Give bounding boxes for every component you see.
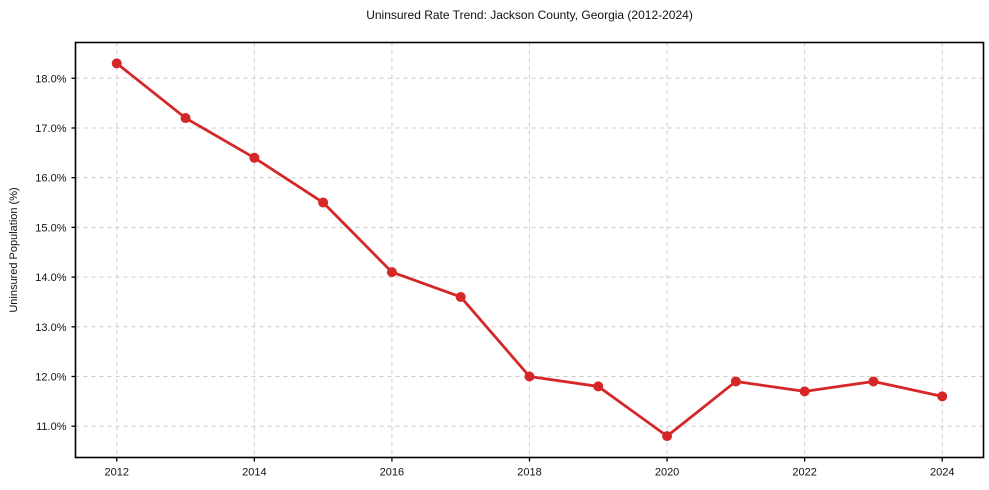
data-point [937, 391, 948, 402]
data-point [318, 197, 329, 208]
y-tick-label: 15.0% [35, 222, 66, 234]
x-tick-label: 2014 [242, 467, 266, 479]
chart-title: Uninsured Rate Trend: Jackson County, Ge… [366, 8, 693, 22]
y-tick-label: 12.0% [35, 371, 66, 383]
x-tick-label: 2020 [655, 467, 679, 479]
data-point [799, 386, 810, 397]
y-tick-label: 13.0% [35, 322, 66, 334]
data-point [662, 431, 673, 442]
data-point [111, 58, 122, 69]
y-tick-label: 18.0% [35, 73, 66, 85]
x-tick-label: 2022 [792, 467, 816, 479]
x-tick-label: 2016 [380, 467, 404, 479]
data-point [249, 152, 260, 163]
x-tick-label: 2024 [930, 467, 954, 479]
data-point [386, 267, 397, 278]
data-point [455, 291, 466, 302]
data-point [593, 381, 604, 392]
y-tick-label: 11.0% [36, 421, 67, 433]
x-tick-label: 2012 [105, 467, 129, 479]
data-point [868, 376, 879, 387]
y-tick-label: 16.0% [35, 173, 66, 185]
y-tick-label: 14.0% [35, 272, 66, 284]
x-tick-label: 2018 [517, 467, 541, 479]
data-point [730, 376, 741, 387]
data-point [180, 113, 191, 124]
data-point [524, 371, 535, 382]
plot-border [74, 41, 985, 459]
y-tick-label: 17.0% [35, 123, 66, 135]
